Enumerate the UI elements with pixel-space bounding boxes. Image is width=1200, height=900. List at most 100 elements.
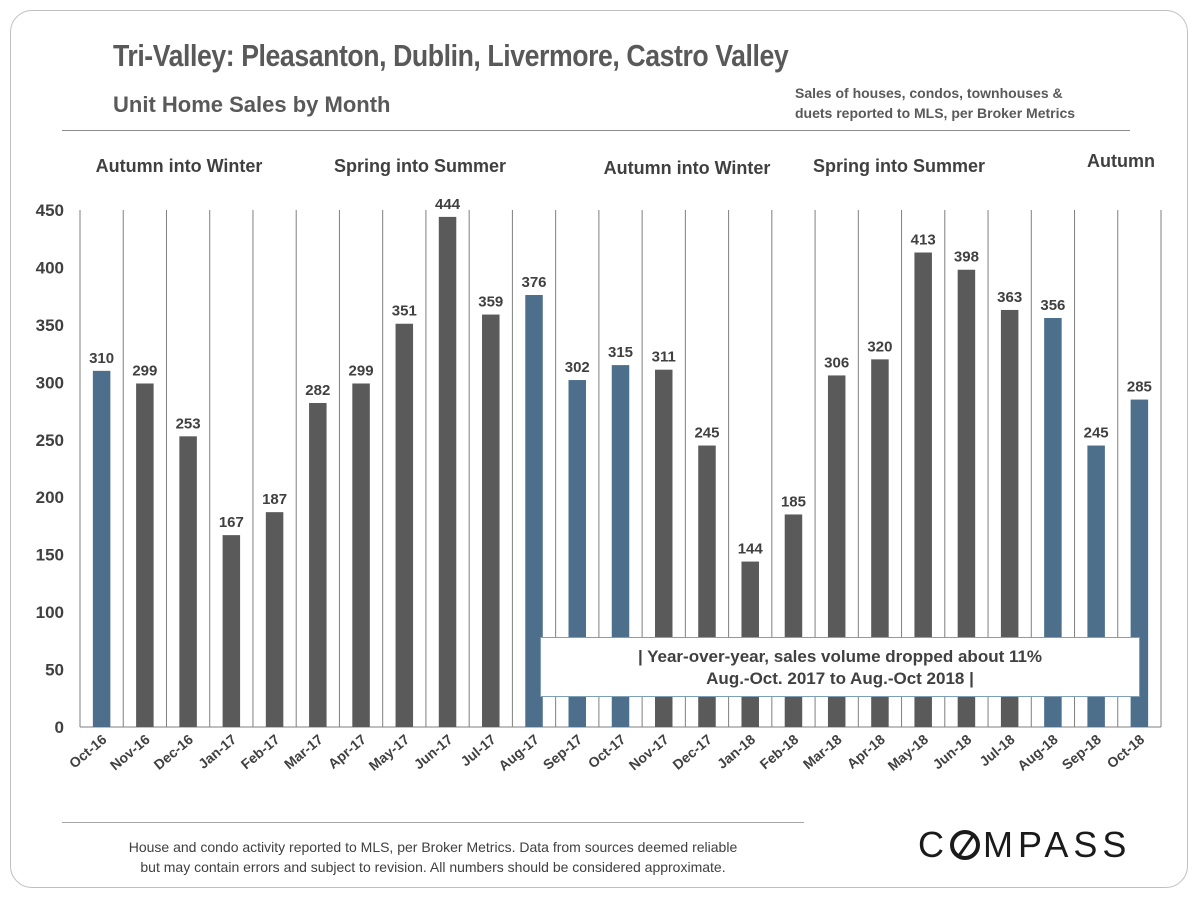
season-label: Autumn into Winter (96, 156, 263, 176)
x-tick-label: Aug-18 (1014, 731, 1061, 774)
y-tick-label: 200 (36, 488, 64, 507)
data-label: 299 (349, 362, 374, 379)
data-label: 245 (1084, 425, 1109, 442)
y-tick-label: 250 (36, 431, 64, 450)
y-tick-label: 0 (55, 718, 64, 737)
chart-subtitle: Unit Home Sales by Month (113, 92, 391, 117)
y-tick-label: 400 (36, 258, 64, 277)
season-label: Spring into Summer (813, 156, 985, 176)
y-tick-label: 150 (36, 546, 64, 565)
data-label: 315 (608, 344, 633, 361)
x-axis: Oct-16Nov-16Dec-16Jan-17Feb-17Mar-17Apr-… (66, 731, 1148, 774)
x-tick-label: Feb-18 (757, 731, 802, 772)
y-tick-label: 450 (36, 201, 64, 220)
data-label: 311 (652, 349, 676, 366)
x-tick-label: Jul-17 (457, 731, 498, 769)
data-label: 351 (392, 303, 417, 320)
footer-disclaimer: House and condo activity reported to MLS… (62, 837, 804, 877)
data-label: 144 (738, 541, 764, 558)
header-divider (62, 130, 1130, 131)
bar-aug-17 (525, 295, 543, 727)
y-tick-label: 100 (36, 603, 64, 622)
data-label: 359 (478, 294, 503, 311)
x-tick-label: Dec-16 (151, 731, 197, 773)
x-tick-label: Sep-18 (1059, 731, 1105, 773)
bar-jun-17 (438, 216, 457, 728)
yoy-callout: | Year-over-year, sales volume dropped a… (540, 637, 1140, 697)
callout-line-2: Aug.-Oct. 2017 to Aug.-Oct 2018 | (706, 669, 974, 688)
y-axis: 0 50 100 150 200 250 300 350 400 450 (36, 201, 64, 737)
bar-jul-17 (482, 314, 500, 727)
data-label: 167 (219, 514, 244, 531)
bar-may-18 (914, 252, 932, 727)
bar-jan-17 (222, 535, 241, 727)
x-tick-label: Feb-17 (238, 731, 283, 772)
y-tick-label: 300 (36, 373, 64, 392)
data-label: 299 (132, 362, 157, 379)
season-label: Autumn (1087, 151, 1155, 171)
x-tick-label: Aug-17 (495, 731, 542, 774)
x-tick-label: May-18 (884, 731, 931, 774)
footer-line-1: House and condo activity reported to MLS… (128, 839, 738, 855)
x-tick-label: Mar-18 (800, 731, 845, 772)
data-label: 320 (867, 338, 892, 355)
chart-title: Tri-Valley: Pleasanton, Dublin, Livermor… (113, 38, 789, 73)
bar-apr-18 (871, 359, 889, 727)
data-label: 187 (262, 491, 287, 508)
x-tick-label: Jan-18 (714, 731, 758, 772)
season-labels: Autumn into Winter Spring into Summer Autu… (96, 151, 1155, 178)
bar-aug-18 (1044, 317, 1062, 727)
chart-data-labels: 310 299 253 167 187 282 299 351 444 359 376 302 315 3… (89, 196, 1152, 558)
data-label: 444 (435, 196, 461, 213)
data-label: 363 (997, 289, 1022, 306)
x-tick-label: Jan-17 (195, 731, 239, 772)
data-label: 285 (1127, 379, 1152, 396)
source-note-line-1: Sales of houses, condos, townhouses & (795, 85, 1063, 101)
data-label: 413 (911, 232, 936, 249)
callout-line-1: | Year-over-year, sales volume dropped a… (637, 647, 1043, 666)
data-label: 356 (1040, 297, 1065, 314)
bar-feb-17 (265, 512, 284, 727)
data-label: 310 (89, 350, 114, 367)
bar-jul-18 (1000, 309, 1019, 727)
x-tick-label: Oct-18 (1104, 731, 1148, 771)
data-label: 245 (694, 425, 719, 442)
y-tick-label: 50 (45, 661, 64, 680)
data-label: 253 (176, 415, 201, 432)
source-note: Sales of houses, condos, townhouses & du… (795, 83, 1075, 123)
data-label: 282 (305, 382, 330, 399)
data-label: 302 (565, 359, 590, 376)
x-tick-label: Apr-18 (844, 731, 888, 772)
bar-oct-17 (611, 365, 630, 727)
data-label: 185 (781, 493, 806, 510)
bar-nov-16 (136, 383, 154, 727)
bar-mar-17 (309, 403, 327, 727)
x-tick-label: Sep-17 (540, 731, 586, 773)
bar-dec-16 (179, 436, 197, 727)
x-tick-label: Dec-17 (669, 731, 715, 773)
x-tick-label: Nov-16 (107, 731, 153, 773)
data-label: 376 (522, 274, 547, 291)
footer-line-2: but may contain errors and subject to re… (140, 859, 726, 875)
bar-jun-18 (957, 269, 976, 727)
footer-divider (62, 822, 804, 823)
x-tick-label: Jun-17 (411, 731, 456, 772)
source-note-line-2: duets reported to MLS, per Broker Metric… (795, 105, 1076, 121)
season-label: Spring into Summer (334, 156, 506, 176)
data-label: 398 (954, 249, 979, 266)
compass-logo: C MPASS (918, 824, 1132, 865)
x-tick-label: Jul-18 (976, 731, 1017, 769)
x-tick-label: Apr-17 (325, 731, 369, 772)
x-tick-label: May-17 (366, 731, 413, 774)
bar-may-17 (395, 323, 414, 727)
bar-apr-17 (352, 383, 370, 727)
chart-bars (92, 216, 1149, 728)
x-tick-label: Oct-17 (585, 731, 629, 771)
data-label: 306 (824, 354, 849, 371)
x-tick-label: Jun-18 (929, 731, 974, 772)
x-tick-label: Nov-17 (626, 731, 672, 773)
bar-oct-16 (92, 370, 111, 727)
season-label: Autumn into Winter (604, 158, 771, 178)
x-tick-label: Mar-17 (281, 731, 326, 772)
